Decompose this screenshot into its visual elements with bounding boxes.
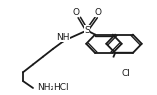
Text: NH₂: NH₂	[37, 84, 54, 92]
Text: NH: NH	[56, 33, 69, 42]
Text: O: O	[73, 8, 80, 17]
Text: S: S	[84, 26, 90, 35]
Text: Cl: Cl	[122, 69, 131, 78]
Text: HCl: HCl	[53, 84, 69, 92]
Text: O: O	[94, 8, 101, 17]
